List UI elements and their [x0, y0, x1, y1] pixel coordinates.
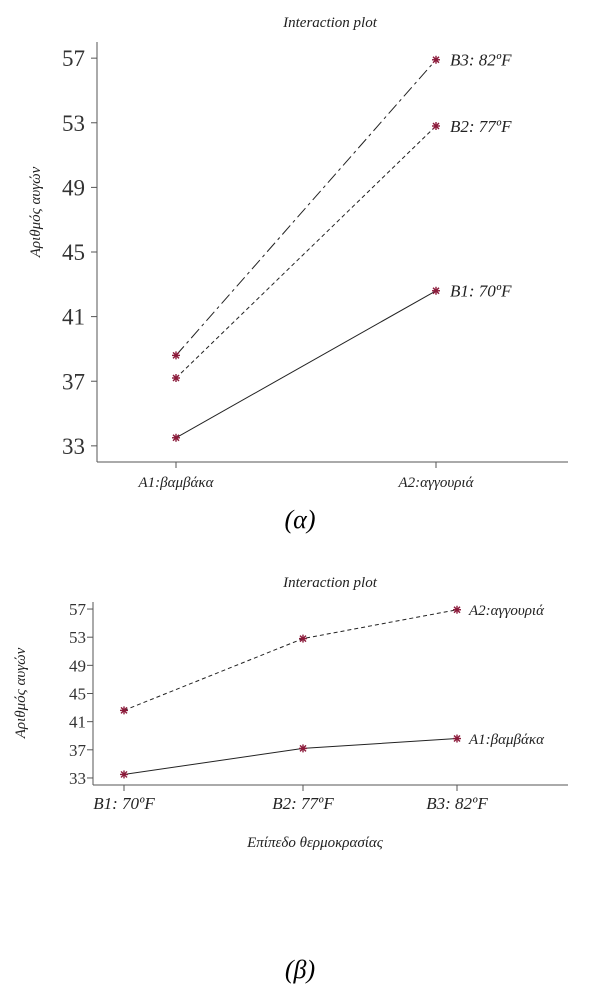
- y-tick-label: 45: [62, 240, 85, 265]
- x-tick-label: B2: 77ºF: [272, 794, 334, 813]
- series-label: A1:βαμβάκα: [468, 732, 545, 748]
- chart-title: Interaction plot: [282, 575, 378, 591]
- chart-title: Interaction plot: [282, 15, 378, 31]
- y-tick-label: 53: [69, 628, 86, 647]
- y-tick-label: 57: [62, 46, 85, 71]
- x-tick-label: A1:βαμβάκα: [138, 475, 215, 491]
- y-axis-label: Αριθμός αυγών: [28, 166, 44, 258]
- data-point: [120, 706, 128, 715]
- series-label: B2: 77ºF: [450, 117, 512, 136]
- y-tick-label: 41: [69, 713, 86, 732]
- series-line: [123, 738, 458, 775]
- series-line: [175, 290, 437, 439]
- series-label: B1: 70ºF: [450, 282, 512, 301]
- data-point: [299, 744, 307, 753]
- x-tick-label: A2:αγγουριά: [398, 475, 475, 491]
- data-point: [432, 55, 440, 64]
- y-axis-label: Αριθμός αυγών: [13, 647, 29, 739]
- data-point: [453, 734, 461, 743]
- data-point: [453, 605, 461, 614]
- figure-caption: (α): [285, 505, 316, 534]
- interaction-plot-b: Interaction plot 57 53 49 45 41 37 33 B1: 70ºF B2…: [13, 575, 568, 984]
- series-label: B3: 82ºF: [450, 51, 512, 70]
- y-tick-label: 37: [62, 369, 85, 394]
- series-label: A2:αγγουριά: [468, 603, 545, 619]
- data-point: [432, 286, 440, 295]
- series-line: [123, 609, 458, 711]
- series-line: [175, 59, 437, 356]
- data-point: [172, 374, 180, 382]
- y-tick-label: 53: [62, 111, 85, 136]
- series-line: [175, 125, 437, 379]
- data-point: [120, 770, 128, 779]
- y-tick-label: 57: [69, 600, 87, 619]
- data-point: [172, 351, 180, 360]
- y-tick-label: 49: [69, 656, 86, 675]
- y-tick-label: 33: [62, 434, 85, 459]
- y-tick-label: 33: [69, 769, 86, 788]
- data-point: [299, 634, 307, 643]
- x-tick-label: B1: 70ºF: [93, 794, 155, 813]
- x-axis-label: Επίπεδο θερμοκρασίας: [246, 835, 384, 851]
- data-point: [172, 433, 180, 442]
- y-tick-label: 41: [62, 305, 85, 330]
- data-point: [432, 122, 440, 130]
- figure-caption: (β): [285, 955, 315, 984]
- y-tick-label: 37: [69, 741, 87, 760]
- interaction-plot-a: Interaction plot 57 53 49 45 41 37 33 A1:βαμβάκα…: [28, 15, 568, 534]
- x-tick-label: B3: 82ºF: [426, 794, 488, 813]
- y-tick-label: 45: [69, 684, 86, 703]
- y-tick-label: 49: [62, 175, 85, 200]
